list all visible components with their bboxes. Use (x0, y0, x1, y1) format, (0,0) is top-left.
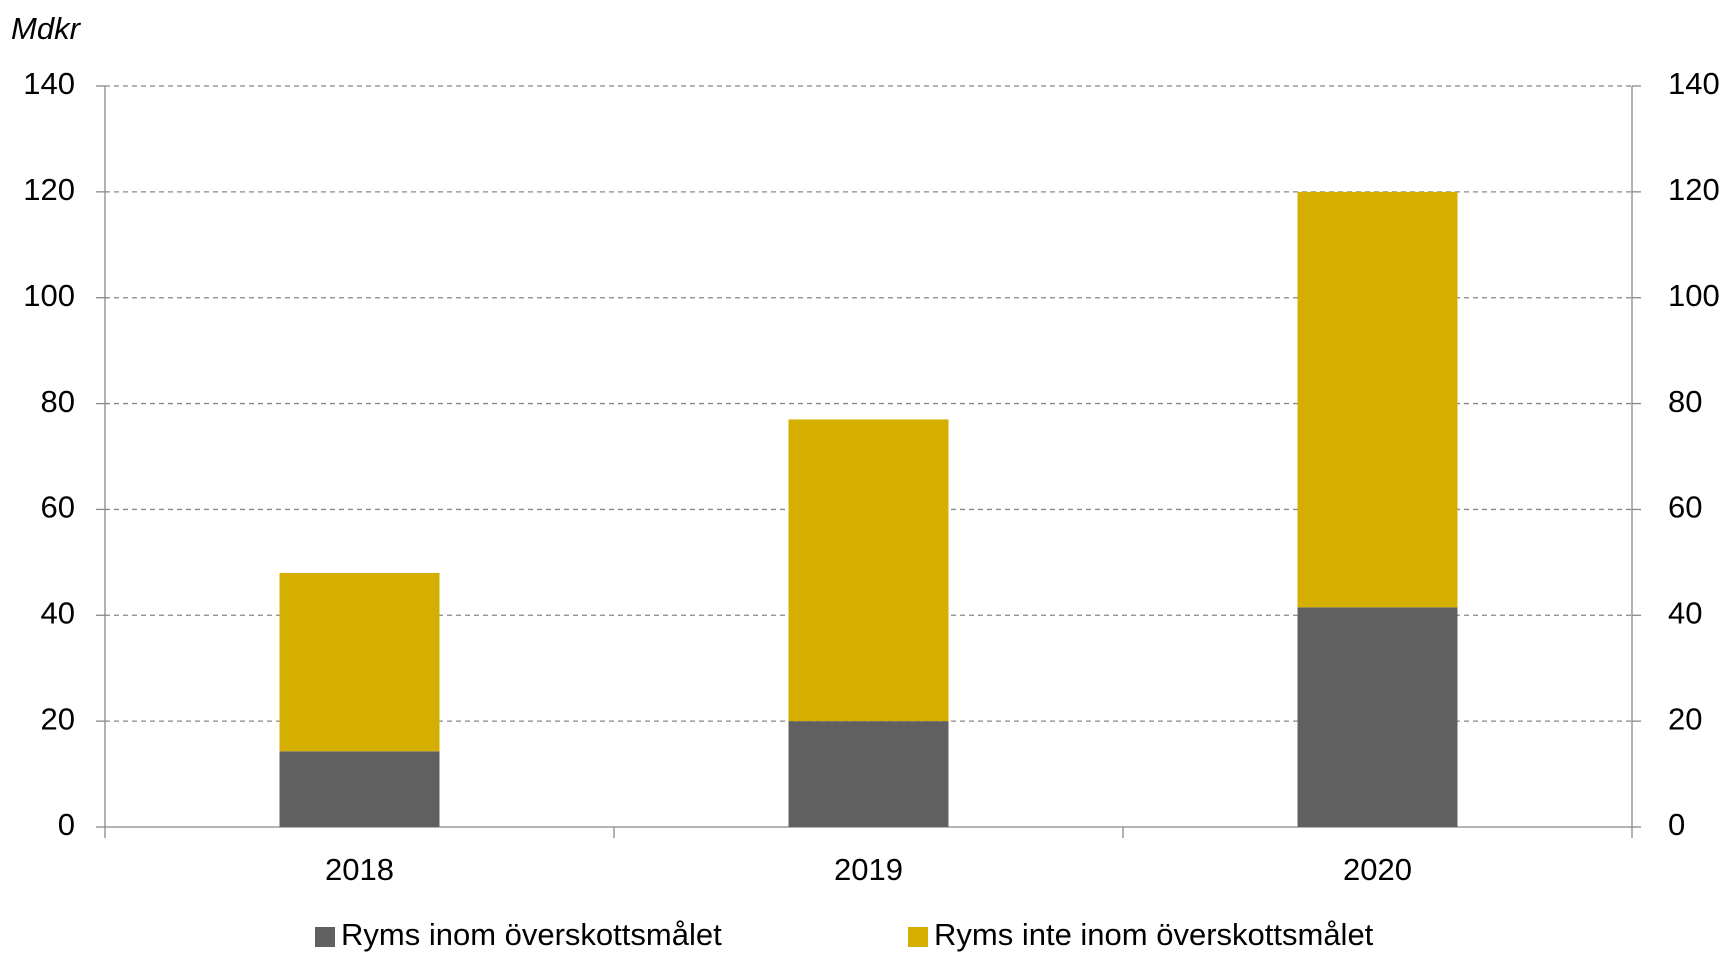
y-tick-label: 20 (41, 701, 75, 736)
y-tick-label: 60 (41, 490, 75, 525)
legend-label: Ryms inte inom överskottsmålet (934, 917, 1374, 952)
y2-tick-label: 100 (1668, 278, 1720, 313)
bar-segment (279, 572, 440, 752)
y2-tick-label: 60 (1668, 490, 1702, 525)
bar-segment (1297, 607, 1458, 827)
y-tick-label: 120 (23, 172, 75, 207)
y-tick-label: 40 (41, 595, 75, 630)
y-tick-label: 80 (41, 384, 75, 419)
x-tick-label: 2020 (1343, 852, 1412, 887)
x-tick-label: 2018 (325, 852, 394, 887)
legend-label: Ryms inom överskottsmålet (341, 917, 722, 952)
y2-tick-label: 120 (1668, 172, 1720, 207)
y-tick-label: 100 (23, 278, 75, 313)
y2-tick-label: 140 (1668, 66, 1720, 101)
bar-segment (788, 721, 949, 827)
x-tick-label: 2019 (834, 852, 903, 887)
bar-segment (1297, 191, 1458, 608)
bar-segment (279, 751, 440, 827)
legend-swatch (315, 927, 335, 947)
y2-tick-label: 0 (1668, 807, 1685, 842)
y2-tick-label: 20 (1668, 701, 1702, 736)
y-axis-label: Mdkr (11, 11, 82, 46)
y2-tick-label: 40 (1668, 595, 1702, 630)
legend-swatch (908, 927, 928, 947)
y2-tick-label: 80 (1668, 384, 1702, 419)
y-tick-label: 0 (58, 807, 75, 842)
y-tick-label: 140 (23, 66, 75, 101)
bar-segment (788, 419, 949, 722)
